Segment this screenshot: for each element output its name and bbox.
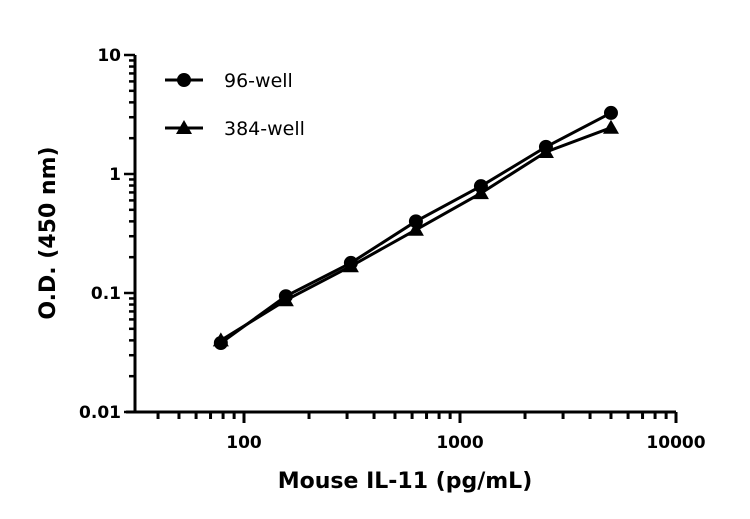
legend-marker-circle <box>177 73 191 87</box>
x-tick-label: 100 <box>226 433 262 453</box>
axes: 100 1000 10000 0.01 0.1 1 10 <box>79 46 706 453</box>
x-tick-label: 10000 <box>646 433 705 453</box>
x-tick-label: 1000 <box>436 433 483 453</box>
legend-marker-triangle <box>176 120 192 134</box>
data-point-384-well <box>472 185 489 200</box>
legend: 96-well 384-well <box>165 70 305 140</box>
series-group <box>212 105 619 351</box>
data-point-96-well <box>408 214 423 229</box>
data-point-96-well <box>603 105 618 120</box>
data-point-384-well <box>537 144 554 159</box>
legend-label: 384-well <box>224 118 305 140</box>
data-point-384-well <box>277 292 294 307</box>
data-point-384-well <box>342 258 359 273</box>
legend-label: 96-well <box>224 70 293 92</box>
y-tick-label: 0.01 <box>79 403 121 423</box>
data-point-384-well <box>407 221 424 236</box>
y-tick-label: 10 <box>97 46 121 66</box>
data-point-384-well <box>602 119 619 134</box>
y-axis-title: O.D. (450 nm) <box>36 146 61 319</box>
y-tick-label: 1 <box>109 165 121 185</box>
data-point-384-well <box>212 332 229 347</box>
x-axis-title: Mouse IL-11 (pg/mL) <box>278 469 533 494</box>
y-tick-label: 0.1 <box>91 284 121 304</box>
